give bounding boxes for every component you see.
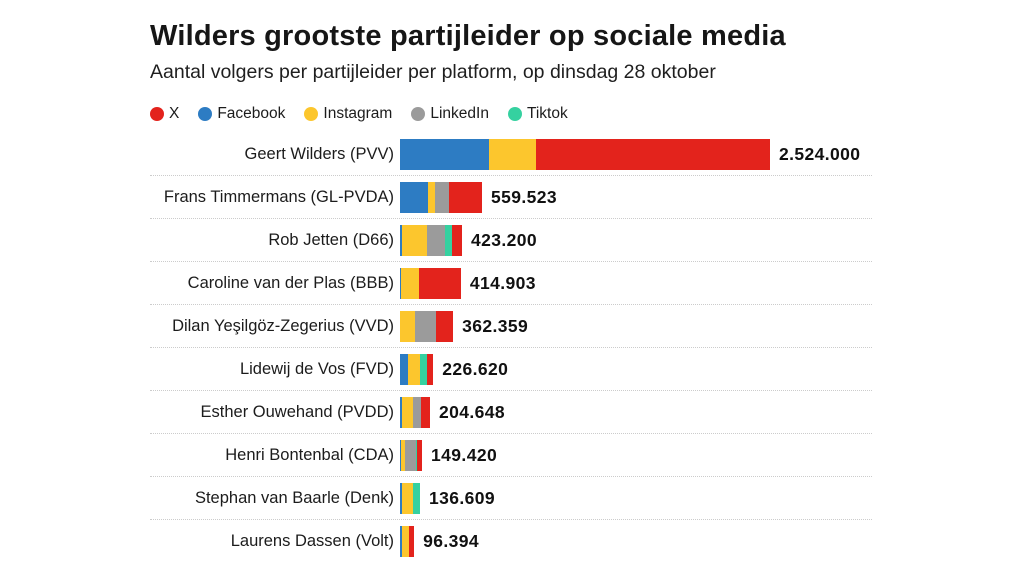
bar-segment-facebook [400, 526, 402, 558]
legend-label: Tiktok [526, 104, 568, 122]
bar-segment-facebook [400, 353, 409, 385]
stacked-bar [400, 396, 430, 428]
chart-row: Esther Ouwehand (PVDD) 204.648 [150, 391, 872, 435]
bar-segment-instagram [402, 224, 427, 256]
chart-row: Geert Wilders (PVV) 2.524.000 [150, 133, 872, 177]
bar-segment-tiktok [415, 439, 418, 471]
stacked-bar [400, 181, 482, 213]
bar-segment-linkedin [413, 396, 421, 428]
stacked-bar [400, 224, 462, 256]
bar-segment-instagram [401, 439, 405, 471]
page-title: Wilders grootste partijleider op sociale… [150, 20, 786, 52]
bar-segment-tiktok [445, 224, 452, 256]
legend-item: Tiktok [507, 104, 568, 123]
legend-color-dot-icon [198, 106, 213, 121]
leader-label: Laurens Dassen (Volt) [230, 532, 394, 551]
chart-row: Caroline van der Plas (BBB) 414.903 [150, 262, 872, 306]
leader-label: Lidewij de Vos (FVD) [239, 359, 394, 378]
bar-segment-instagram [400, 310, 415, 342]
chart-row: Laurens Dassen (Volt) 96.394 [150, 520, 872, 563]
total-value: 96.394 [423, 531, 480, 552]
bar-segment-linkedin [426, 224, 446, 256]
chart-page: Wilders grootste partijleider op sociale… [150, 20, 1024, 563]
legend-color-dot-icon [304, 106, 319, 121]
stacked-bar [400, 353, 434, 385]
bar-segment-x [535, 138, 770, 170]
legend-item: LinkedIn [411, 105, 489, 123]
legend-label: Instagram [323, 104, 393, 122]
chart-row: Rob Jetten (D66) 423.200 [150, 219, 872, 263]
bar-segment-x [436, 310, 454, 342]
legend-color-dot-icon [150, 106, 164, 121]
total-value: 362.359 [462, 315, 529, 336]
stacked-bar [400, 439, 423, 471]
bar-segment-facebook [400, 267, 402, 299]
total-value: 136.609 [429, 487, 496, 508]
stacked-bar [400, 310, 454, 342]
legend-color-dot-icon [507, 106, 522, 121]
total-value: 2.524.000 [778, 143, 861, 164]
legend-label: LinkedIn [430, 104, 489, 122]
bar-segment-tiktok [413, 482, 420, 514]
legend-label: Facebook [217, 104, 286, 122]
stacked-bar [400, 267, 461, 299]
leader-label: Caroline van der Plas (BBB) [187, 273, 394, 292]
chart-row: Dilan Yeşilgöz-Zegerius (VVD) 362.359 [150, 305, 872, 349]
legend: X Facebook Instagram LinkedIn Tiktok [150, 105, 1024, 122]
bar-segment-facebook [400, 439, 402, 471]
bar-segment-x [427, 353, 434, 385]
page-subtitle: Aantal volgers per partijleider per plat… [150, 61, 716, 84]
bar-segment-linkedin [434, 181, 449, 213]
bar-segment-linkedin [404, 439, 416, 471]
stacked-bar [400, 138, 770, 170]
leader-label: Dilan Yeşilgöz-Zegerius (VVD) [172, 316, 394, 335]
leader-label: Geert Wilders (PVV) [244, 144, 394, 163]
bar-segment-facebook [400, 138, 489, 170]
bar-segment-instagram [488, 138, 536, 170]
stacked-bar [400, 482, 420, 514]
leader-label: Rob Jetten (D66) [268, 230, 394, 249]
legend-item: Instagram [304, 105, 392, 123]
total-value: 414.903 [469, 272, 536, 293]
bar-segment-x [448, 181, 482, 213]
bar-segment-linkedin [414, 310, 437, 342]
total-value: 226.620 [442, 358, 509, 379]
total-value: 559.523 [491, 186, 558, 207]
legend-label: X [169, 104, 180, 122]
total-value: 204.648 [438, 401, 506, 422]
stacked-bar [400, 526, 415, 558]
bar-segment-facebook [400, 482, 402, 514]
bar-segment-facebook [400, 224, 403, 256]
bar-segment-facebook [400, 396, 402, 428]
bar-segment-tiktok [419, 353, 428, 385]
chart-row: Lidewij de Vos (FVD) 226.620 [150, 348, 872, 392]
leader-label: Stephan van Baarle (Denk) [194, 488, 394, 507]
total-value: 423.200 [470, 229, 538, 250]
chart: Geert Wilders (PVV) 2.524.000 Frans Timm… [150, 133, 872, 563]
legend-item: X [150, 105, 179, 123]
total-value: 149.420 [431, 444, 498, 465]
bar-segment-facebook [400, 181, 428, 213]
chart-row: Henri Bontenbal (CDA) 149.420 [150, 434, 872, 478]
legend-color-dot-icon [411, 106, 426, 121]
bar-segment-x [420, 396, 430, 428]
bar-segment-x [452, 224, 462, 256]
bar-segment-instagram [401, 482, 414, 514]
bar-segment-instagram [401, 526, 409, 558]
leader-label: Esther Ouwehand (PVDD) [200, 402, 395, 421]
bar-segment-x [417, 439, 423, 471]
bar-segment-instagram [408, 353, 420, 385]
legend-item: Facebook [198, 105, 285, 123]
leader-label: Henri Bontenbal (CDA) [225, 445, 394, 464]
chart-row: Frans Timmermans (GL-PVDA) 559.523 [150, 176, 872, 220]
chart-row: Stephan van Baarle (Denk) 136.609 [150, 477, 872, 521]
bar-segment-instagram [427, 181, 435, 213]
leader-label: Frans Timmermans (GL-PVDA) [163, 187, 394, 206]
bar-segment-instagram [401, 396, 414, 428]
bar-segment-x [408, 526, 415, 558]
bar-segment-instagram [401, 267, 420, 299]
bar-segment-x [419, 267, 461, 299]
